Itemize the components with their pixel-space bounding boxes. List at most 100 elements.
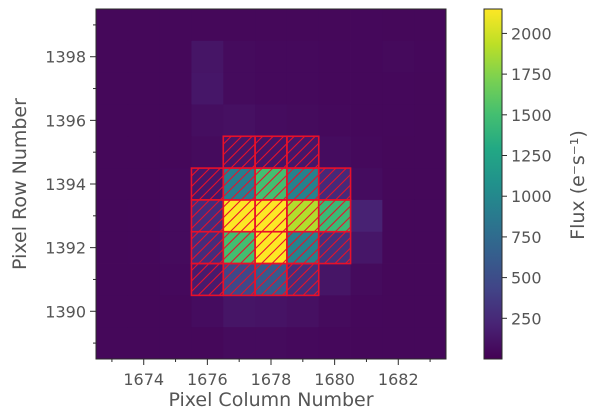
colorbar-tick-label: 250 (511, 309, 542, 328)
heatmap-cell (286, 327, 320, 360)
colorbar-tick-label: 1750 (511, 65, 552, 84)
aperture-pixel (190, 262, 225, 297)
heatmap-cell (318, 295, 351, 328)
heatmap-cell (127, 40, 161, 74)
colorbar-tick-label: 1500 (511, 106, 552, 125)
aperture-pixel (286, 167, 320, 201)
heatmap-cell (286, 40, 320, 74)
aperture-pixel (286, 199, 320, 233)
heatmap-cell (350, 295, 383, 328)
heatmap-cell (191, 295, 224, 328)
heatmap-cell (96, 295, 129, 328)
colorbar (483, 8, 503, 360)
heatmap-cell (127, 136, 161, 169)
heatmap-cell (223, 327, 256, 360)
aperture-pixel (190, 167, 225, 201)
heatmap-cell (350, 168, 383, 201)
heatmap-cell (382, 263, 415, 296)
heatmap-cell (382, 136, 415, 169)
heatmap-cell (127, 9, 161, 42)
colorbar-tick-label: 1000 (511, 187, 552, 206)
heatmap-cell (96, 168, 129, 201)
heatmap-cell (96, 231, 129, 264)
heatmap-cell (255, 327, 288, 360)
heatmap-cell (127, 168, 161, 201)
colorbar-ticks: 250 500 750 1000 1250 1500 1750 2000 (502, 24, 552, 328)
x-tick-label: 1682 (378, 370, 419, 389)
heatmap-cell (96, 327, 129, 360)
aperture-pixel (222, 135, 256, 169)
heatmap-cell (414, 9, 447, 42)
heatmap-cell (350, 231, 383, 264)
aperture-pixel (222, 230, 256, 265)
heatmap-cell (159, 168, 192, 201)
x-tick-label: 1680 (314, 370, 355, 389)
colorbar-tick-label: 500 (511, 269, 542, 288)
x-tick-label: 1676 (187, 370, 228, 389)
heatmap-cell (96, 72, 129, 105)
aperture-pixel (317, 230, 352, 265)
x-tick-label: 1674 (123, 370, 164, 389)
colorbar-tick-label: 2000 (511, 24, 552, 43)
heatmap-cell (96, 136, 129, 169)
heatmap-cell (159, 9, 192, 42)
x-tick-label: 1678 (251, 370, 292, 389)
colorbar-tick-label: 1250 (511, 147, 552, 166)
aperture-pixel (222, 167, 256, 201)
heatmap-cell (159, 199, 192, 233)
y-tick-label: 1396 (45, 111, 86, 130)
heatmap-cell (414, 168, 447, 201)
heatmap-cell (414, 40, 447, 74)
heatmap-cell (350, 327, 383, 360)
aperture-pixel (190, 199, 225, 233)
heatmap-cell (255, 9, 288, 42)
heatmap-cell (191, 327, 224, 360)
y-axis-ticks: 1390 1392 1394 1396 1398 (45, 24, 96, 344)
heatmap-cell (159, 263, 192, 296)
aperture-pixel (254, 230, 288, 265)
heatmap-cell (159, 327, 192, 360)
heatmap-cell (127, 231, 161, 264)
heatmap-cell (382, 295, 415, 328)
aperture-pixel (190, 230, 225, 265)
y-tick-label: 1398 (45, 48, 86, 67)
heatmap-cell (382, 40, 415, 74)
heatmap-cell (318, 263, 351, 296)
x-axis-ticks: 1674 1676 1678 1680 1682 (111, 359, 431, 389)
heatmap-cell (382, 199, 415, 233)
heatmap-cell (191, 9, 224, 42)
aperture-pixel (222, 262, 256, 297)
heatmap-cell (414, 72, 447, 105)
heatmap-cell (255, 40, 288, 74)
heatmap-cell (382, 168, 415, 201)
heatmap-cell (350, 136, 383, 169)
heatmap-cell (414, 136, 447, 169)
heatmap-cell (414, 104, 447, 137)
heatmap-cell (223, 9, 256, 42)
heatmap-cell (350, 40, 383, 74)
y-axis-label: Pixel Row Number (9, 98, 31, 270)
heatmap-cell (127, 295, 161, 328)
heatmap-cell (159, 104, 192, 137)
heatmap-cell (255, 104, 288, 137)
colorbar-label: Flux (e⁻s⁻¹) (567, 130, 589, 240)
aperture-pixel (286, 135, 320, 169)
aperture-pixel (317, 199, 352, 233)
heatmap-cell (382, 72, 415, 105)
aperture-pixel (222, 199, 256, 233)
heatmap-cell (350, 9, 383, 42)
heatmap-cell (414, 263, 447, 296)
heatmap-cell (318, 104, 351, 137)
heatmap-cell (318, 136, 351, 169)
heatmap-cell (127, 327, 161, 360)
heatmap-cell (286, 104, 320, 137)
heatmap-cell (159, 295, 192, 328)
aperture-pixel (286, 262, 320, 297)
heatmap-cell (414, 295, 447, 328)
heatmap-cell (318, 9, 351, 42)
heatmap-cell (191, 104, 224, 137)
y-tick-label: 1392 (45, 239, 86, 258)
heatmap-cell (223, 104, 256, 137)
